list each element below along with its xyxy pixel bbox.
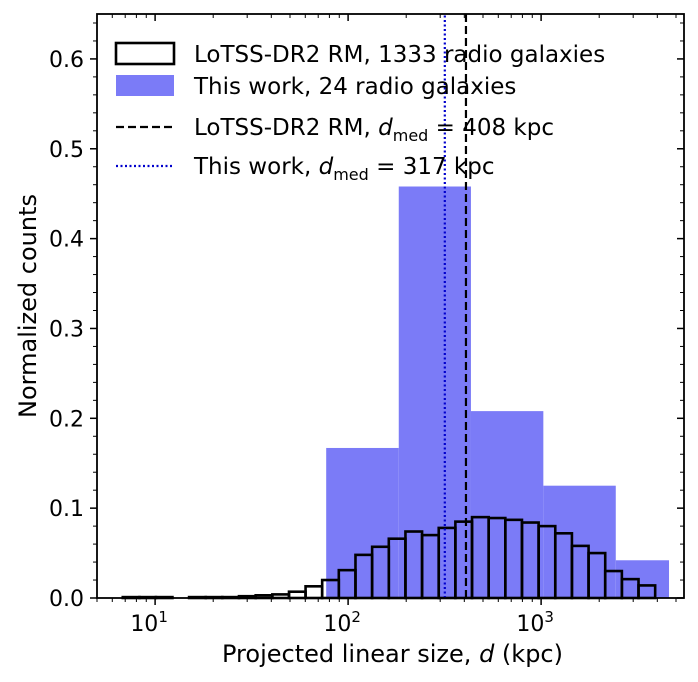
legend-label-lotss: LoTSS-DR2 RM, 1333 radio galaxies bbox=[194, 42, 605, 68]
y-tick-label: 0.3 bbox=[49, 317, 84, 342]
x-tick-label: 101 bbox=[130, 608, 168, 637]
y-tick-label: 0.2 bbox=[49, 407, 84, 432]
y-tick-label: 0.5 bbox=[49, 138, 84, 163]
y-tick-label: 0.4 bbox=[49, 228, 84, 253]
outline-bar bbox=[304, 585, 324, 600]
y-tick-label: 0.1 bbox=[49, 497, 84, 522]
legend-handle-this-work bbox=[116, 75, 174, 96]
y-tick-label: 0.6 bbox=[49, 48, 84, 73]
filled-bar bbox=[398, 186, 471, 598]
axis-labels: 0.0 0.1 0.2 0.3 0.4 0.5 0.6 101 102 103 Projected … bbox=[14, 48, 563, 668]
legend-label-median-this-work: This work, dmed = 317 kpc bbox=[193, 154, 494, 184]
axis-ticks bbox=[90, 14, 684, 605]
legend-label-median-lotss: LoTSS-DR2 RM, dmed = 408 kpc bbox=[194, 115, 554, 145]
axes-frame bbox=[96, 13, 685, 599]
x-axis-label: Projected linear size, d (kpc) bbox=[222, 640, 563, 668]
plot-area bbox=[121, 14, 670, 600]
y-axis-label: Normalized counts bbox=[14, 194, 42, 418]
legend: LoTSS-DR2 RM, 1333 radio galaxies This wo… bbox=[114, 41, 605, 184]
filled-bar bbox=[470, 411, 544, 598]
legend-handle-lotss bbox=[114, 41, 176, 66]
outline-bar bbox=[287, 590, 307, 600]
legend-label-this-work: This work, 24 radio galaxies bbox=[193, 74, 516, 100]
x-tick-label: 102 bbox=[323, 608, 361, 637]
y-tick-label: 0.0 bbox=[49, 587, 84, 612]
x-tick-label: 103 bbox=[516, 608, 554, 637]
